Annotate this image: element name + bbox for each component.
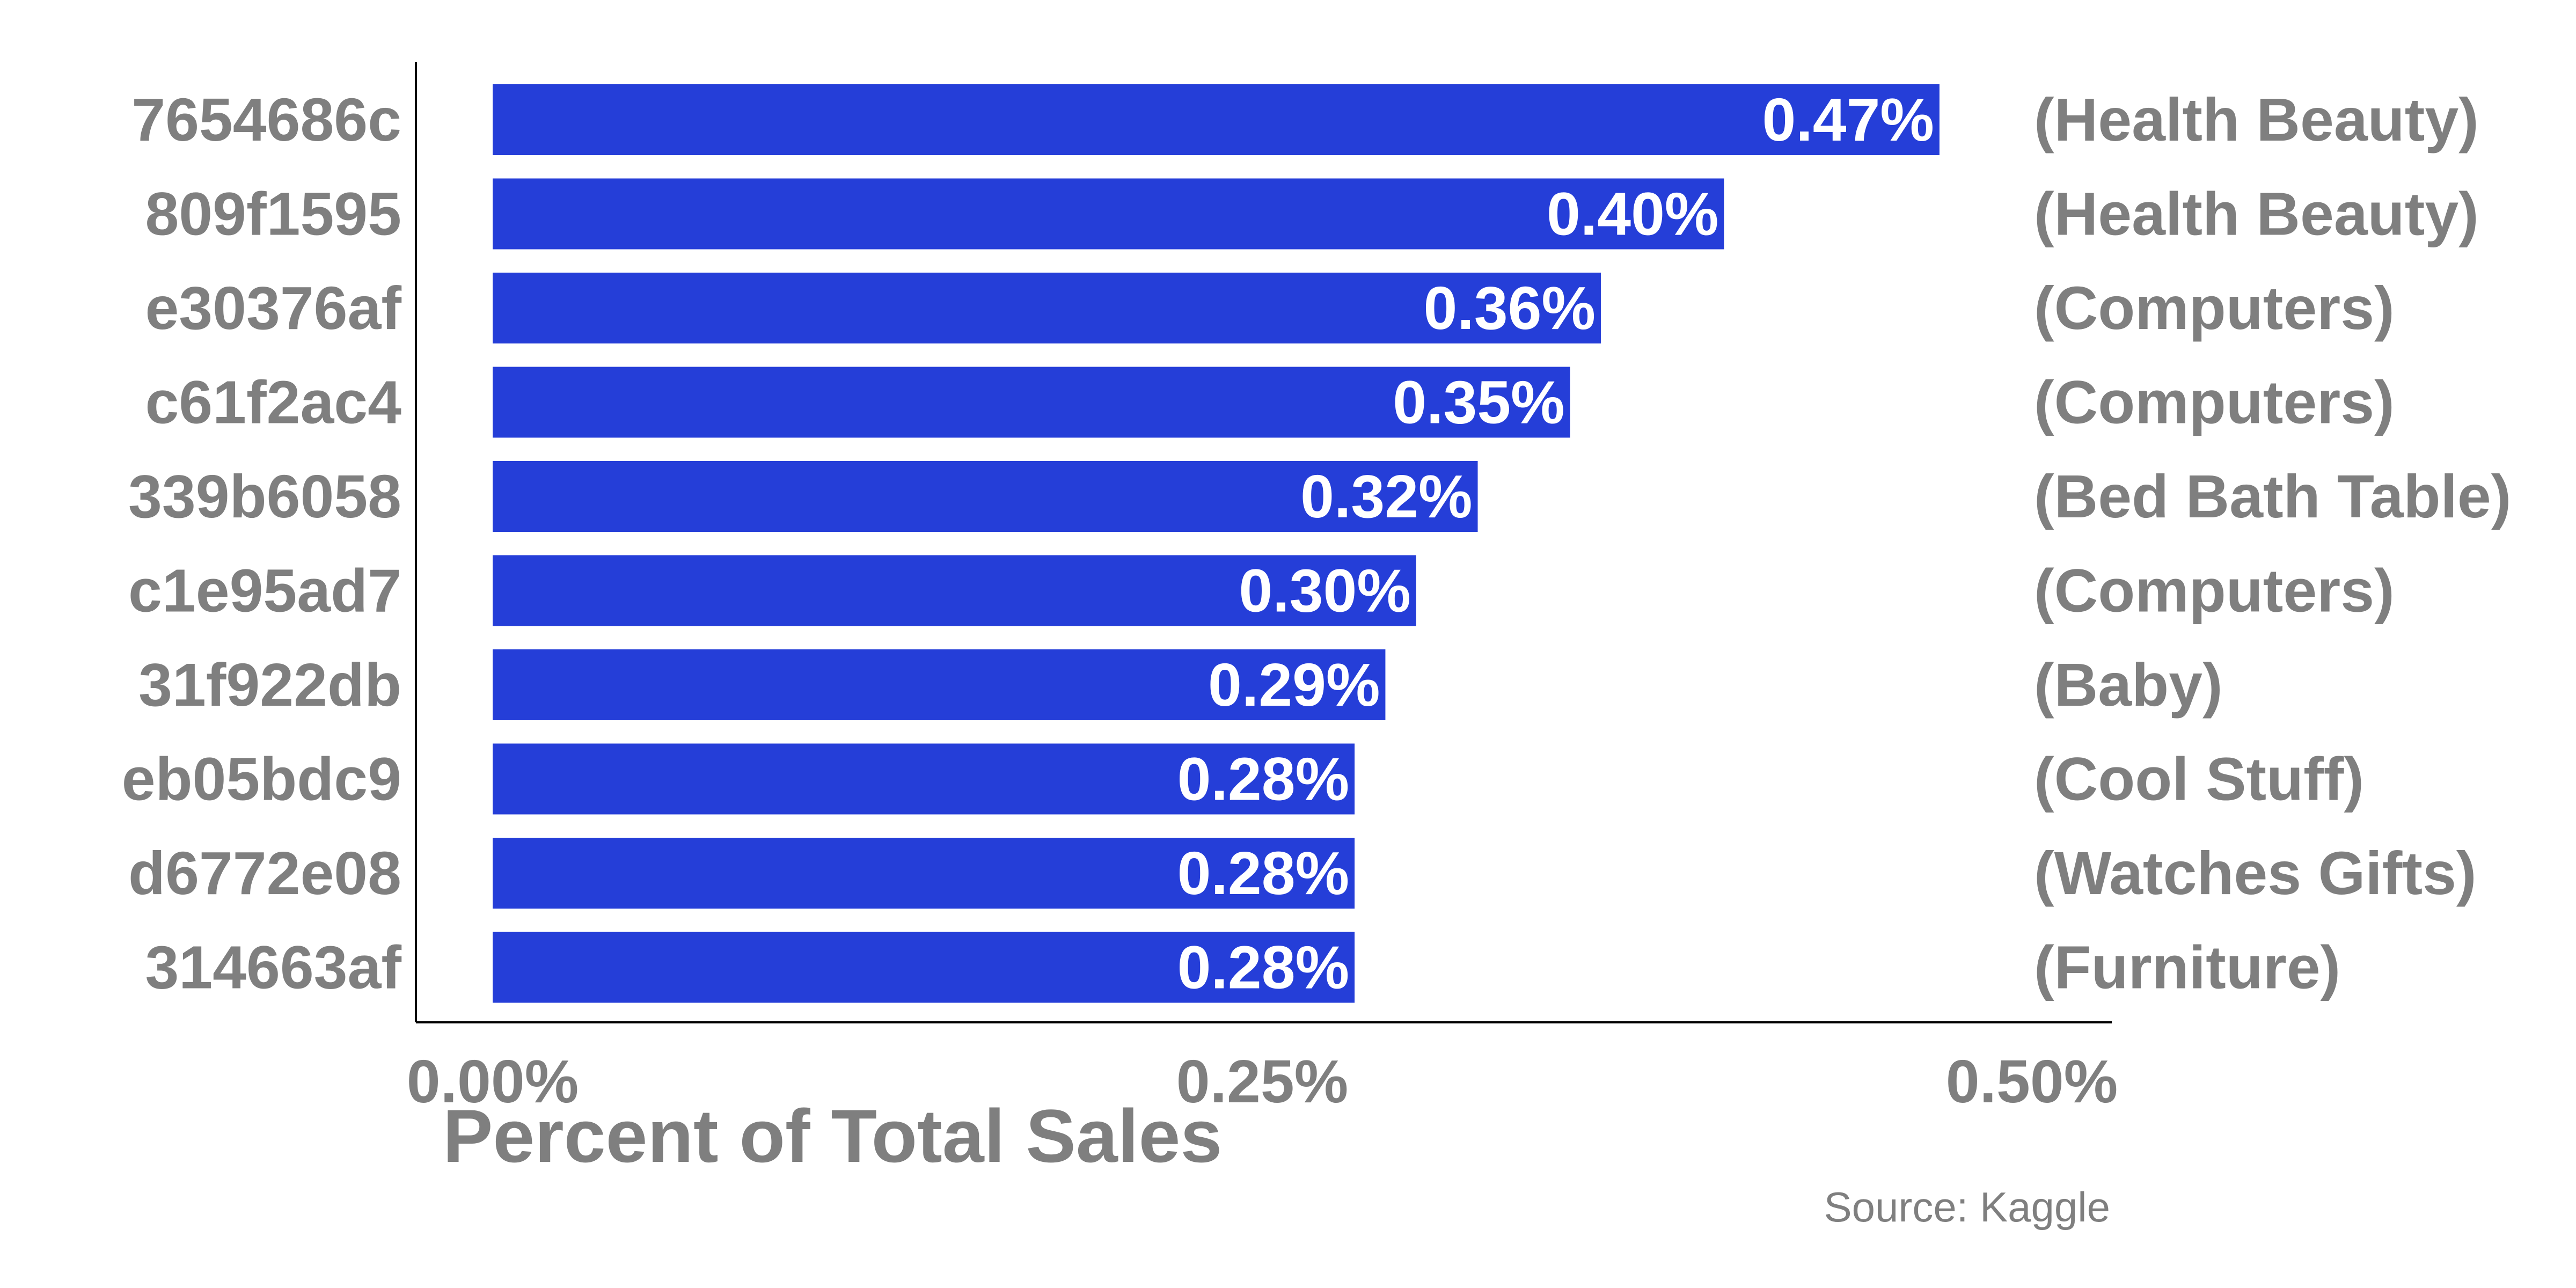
product-category-label: (Watches Gifts) bbox=[2034, 839, 2477, 907]
bars-layer bbox=[493, 84, 1940, 1003]
bar bbox=[493, 932, 1355, 1003]
product-category-label: (Furniture) bbox=[2034, 934, 2340, 1001]
category-label: 7654686c bbox=[131, 86, 401, 153]
x-tick-label: 0.25% bbox=[1176, 1048, 1348, 1115]
bar bbox=[493, 555, 1416, 626]
product-category-label: (Computers) bbox=[2034, 557, 2395, 625]
bar-value-label: 0.28% bbox=[1177, 839, 1349, 907]
bar-value-label: 0.28% bbox=[1177, 934, 1349, 1001]
bar bbox=[493, 178, 1724, 250]
bar-value-label: 0.28% bbox=[1177, 745, 1349, 813]
product-category-label: (Health Beauty) bbox=[2034, 180, 2479, 248]
product-category-label: (Bed Bath Table) bbox=[2034, 463, 2511, 530]
source-caption: Source: Kaggle bbox=[1824, 1183, 2110, 1231]
category-label: c61f2ac4 bbox=[145, 369, 401, 436]
x-axis-title: Percent of Total Sales bbox=[443, 1094, 1222, 1178]
bar bbox=[493, 273, 1601, 343]
category-label: c1e95ad7 bbox=[128, 557, 401, 625]
bar bbox=[493, 461, 1478, 532]
bar-value-label: 0.30% bbox=[1239, 557, 1410, 625]
category-label: eb05bdc9 bbox=[122, 745, 401, 813]
product-category-label: (Cool Stuff) bbox=[2034, 745, 2364, 813]
category-label: 31f922db bbox=[138, 651, 401, 719]
category-label: 339b6058 bbox=[128, 463, 401, 530]
bar-value-label: 0.47% bbox=[1762, 86, 1934, 153]
category-labels-layer: 7654686c 809f1595 e30376af c61f2ac4 339b6058… bbox=[122, 86, 402, 1001]
bar-value-label: 0.35% bbox=[1393, 369, 1564, 436]
x-tick-label: 0.50% bbox=[1946, 1048, 2118, 1115]
category-label: d6772e08 bbox=[128, 839, 401, 907]
group-labels-layer: (Health Beauty) (Health Beauty) (Computers… bbox=[2034, 86, 2511, 1001]
bar-value-label: 0.40% bbox=[1547, 180, 1718, 248]
bar-value-label: 0.29% bbox=[1208, 651, 1380, 719]
bar bbox=[493, 743, 1355, 815]
bar-value-label: 0.36% bbox=[1424, 274, 1596, 342]
x-tick-labels-layer: 0.00% 0.25% 0.50% bbox=[407, 1048, 2118, 1115]
bar bbox=[493, 367, 1570, 438]
product-category-label: (Health Beauty) bbox=[2034, 86, 2479, 153]
product-category-label: (Computers) bbox=[2034, 274, 2395, 342]
category-label: 809f1595 bbox=[145, 180, 401, 248]
category-label: 314663af bbox=[145, 934, 401, 1001]
bar-value-label: 0.32% bbox=[1300, 463, 1472, 530]
product-category-label: (Baby) bbox=[2034, 651, 2223, 719]
bar bbox=[493, 838, 1355, 909]
bar bbox=[493, 649, 1386, 720]
bar bbox=[493, 84, 1940, 155]
x-tick-label: 0.00% bbox=[407, 1048, 579, 1115]
category-label: e30376af bbox=[145, 274, 401, 342]
product-category-label: (Computers) bbox=[2034, 369, 2395, 436]
data-labels-layer: 0.47% 0.40% 0.36% 0.35% 0.32% 0.30% 0.29% 0.28%… bbox=[1177, 86, 1934, 1001]
